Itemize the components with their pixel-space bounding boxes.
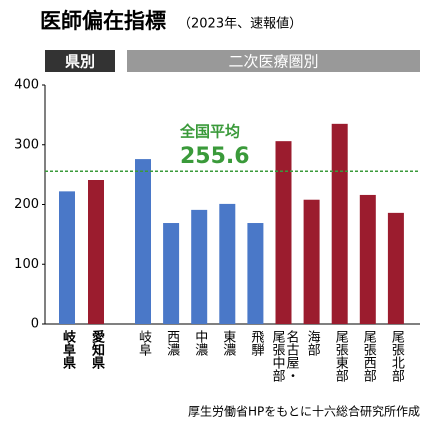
bar — [59, 191, 75, 324]
bar — [331, 123, 348, 325]
reference-label: 全国平均 — [179, 123, 240, 141]
x-tick-label: 愛知県 — [89, 330, 104, 369]
bar — [191, 209, 208, 324]
y-tick-label: 0 — [31, 317, 39, 332]
source: 厚生労働省HPをもとに十六総合研究所作成 — [188, 404, 420, 419]
x-tick-label: 飛騨 — [248, 330, 264, 356]
bar — [163, 223, 180, 324]
x-tick-label: 岐阜県 — [60, 330, 75, 369]
x-tick-label: 名古屋・尾張中部 — [269, 330, 299, 382]
panel-header — [127, 50, 420, 72]
bar — [88, 180, 104, 324]
bar — [359, 194, 376, 324]
panel-header — [45, 50, 115, 72]
x-tick-label: 海部 — [304, 330, 320, 356]
panel-label: 県別 — [65, 53, 95, 71]
bar — [219, 203, 236, 324]
chart-title: 医師偏在指標 — [40, 9, 166, 33]
x-tick-label: 尾張西部 — [360, 330, 376, 382]
x-tick-label: 東濃 — [220, 330, 236, 356]
bar — [135, 159, 151, 324]
panel-label: 二次医療圏別 — [228, 53, 318, 71]
bar — [387, 212, 404, 324]
x-tick-label: 中濃 — [192, 330, 208, 356]
y-tick-label: 200 — [14, 197, 39, 212]
chart-subtitle: （2023年、速報値） — [178, 16, 302, 32]
bar — [247, 223, 264, 324]
bar — [303, 199, 320, 324]
x-tick-label: 岐阜 — [136, 330, 151, 356]
reference-value: 255.6 — [180, 144, 250, 169]
x-tick-label: 尾張北部 — [388, 330, 404, 382]
x-tick-label: 西濃 — [164, 330, 180, 356]
y-tick-label: 100 — [14, 257, 39, 272]
y-tick-label: 300 — [14, 137, 39, 152]
y-tick-label: 400 — [14, 78, 39, 93]
bar — [275, 141, 292, 324]
x-tick-label: 尾張東部 — [332, 330, 348, 382]
